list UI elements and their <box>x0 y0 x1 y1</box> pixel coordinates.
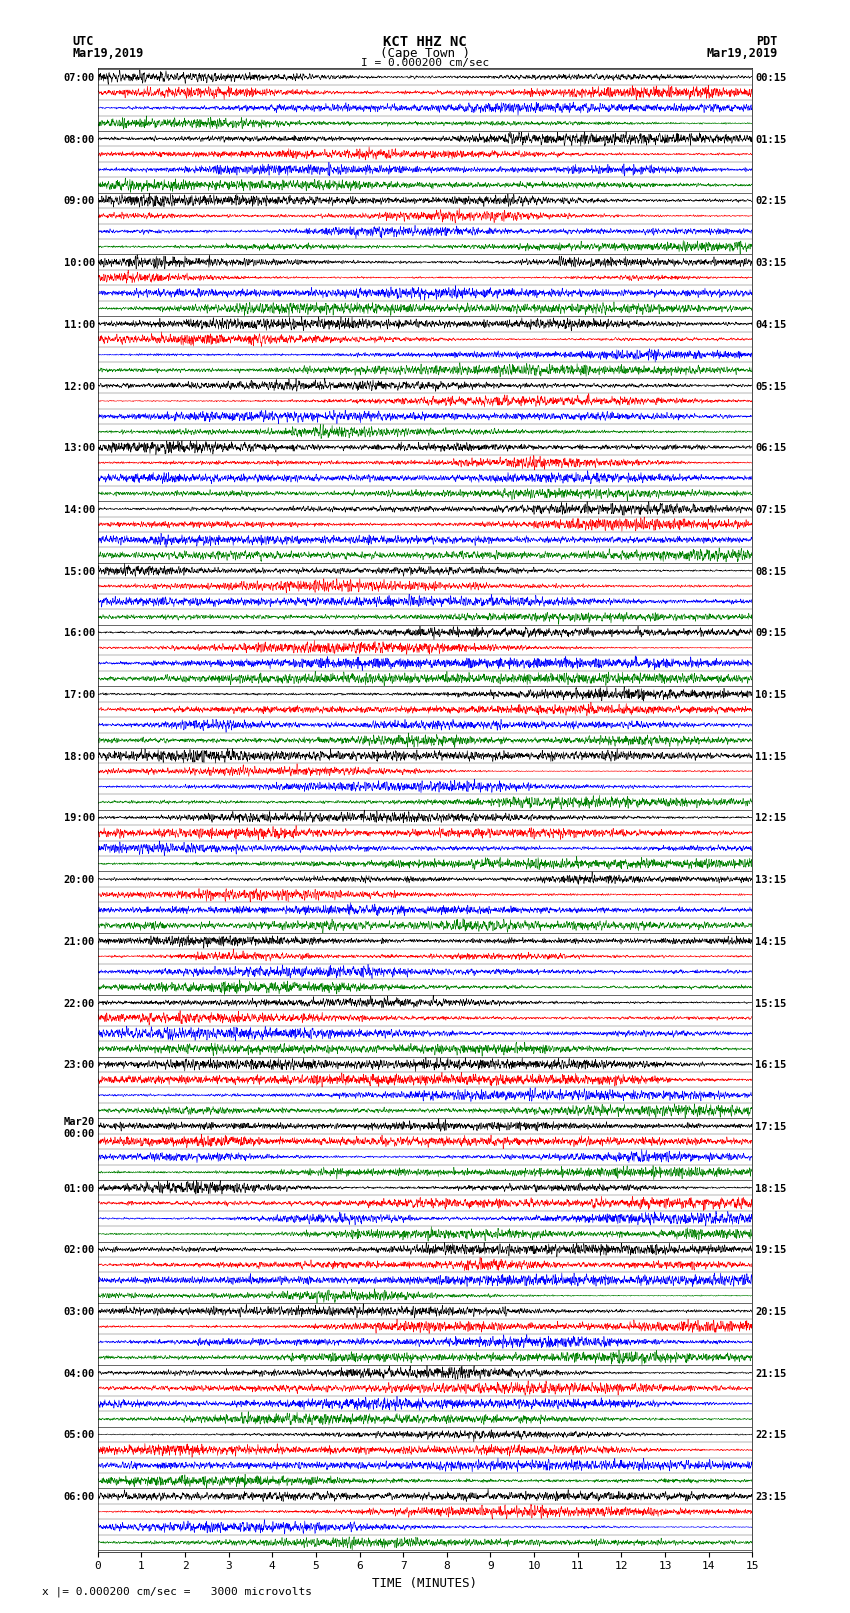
Text: (Cape Town ): (Cape Town ) <box>380 47 470 60</box>
Text: KCT HHZ NC: KCT HHZ NC <box>383 35 467 50</box>
Text: UTC: UTC <box>72 35 94 48</box>
Text: Mar19,2019: Mar19,2019 <box>72 47 144 60</box>
Text: Mar19,2019: Mar19,2019 <box>706 47 778 60</box>
Text: PDT: PDT <box>756 35 778 48</box>
Text: I = 0.000200 cm/sec: I = 0.000200 cm/sec <box>361 58 489 68</box>
Text: x |= 0.000200 cm/sec =   3000 microvolts: x |= 0.000200 cm/sec = 3000 microvolts <box>42 1586 313 1597</box>
X-axis label: TIME (MINUTES): TIME (MINUTES) <box>372 1578 478 1590</box>
